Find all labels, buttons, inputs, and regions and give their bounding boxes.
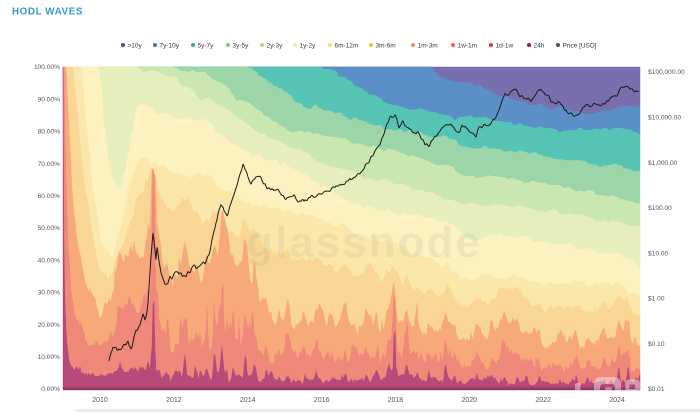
svg-text:90.00%: 90.00% — [38, 96, 61, 103]
svg-text:$1,000.00: $1,000.00 — [648, 160, 678, 167]
svg-text:30.00%: 30.00% — [38, 290, 61, 297]
svg-text:HODL WAVES: HODL WAVES — [12, 7, 83, 18]
svg-text:70.00%: 70.00% — [38, 161, 61, 168]
svg-text:2016: 2016 — [314, 397, 330, 404]
svg-text:100.00%: 100.00% — [34, 64, 60, 71]
svg-text:2022: 2022 — [535, 397, 551, 404]
svg-text:3m-6m: 3m-6m — [376, 42, 396, 49]
svg-text:1d-1w: 1d-1w — [496, 42, 514, 49]
svg-text:40.00%: 40.00% — [38, 257, 61, 264]
svg-text:60.00%: 60.00% — [38, 193, 61, 200]
svg-text:3y-5y: 3y-5y — [233, 42, 250, 49]
svg-text:$0.10: $0.10 — [648, 341, 665, 348]
svg-text:Price [USD]: Price [USD] — [563, 42, 597, 49]
svg-text:6m-12m: 6m-12m — [335, 42, 359, 49]
svg-text:1w-1m: 1w-1m — [458, 42, 478, 49]
svg-text:>10y: >10y — [128, 42, 143, 49]
svg-text:$10.00: $10.00 — [648, 250, 669, 257]
svg-text:2014: 2014 — [240, 397, 256, 404]
svg-text:2020: 2020 — [462, 397, 478, 404]
svg-text:1m-3m: 1m-3m — [418, 42, 438, 49]
svg-text:0.00%: 0.00% — [41, 386, 60, 393]
svg-text:1y-2y: 1y-2y — [300, 42, 317, 49]
svg-text:50.00%: 50.00% — [38, 225, 61, 232]
svg-text:24h: 24h — [534, 42, 545, 49]
svg-text:glassnode: glassnode — [246, 218, 482, 267]
svg-text:$0.01: $0.01 — [648, 386, 665, 393]
svg-text:$100,000.00: $100,000.00 — [648, 69, 685, 76]
svg-text:10.00%: 10.00% — [38, 354, 61, 361]
svg-text:$100.00: $100.00 — [648, 205, 672, 212]
svg-text:20.00%: 20.00% — [38, 322, 61, 329]
svg-text:2024: 2024 — [609, 397, 625, 404]
svg-text:$1.00: $1.00 — [648, 296, 665, 303]
svg-text:$10,000.00: $10,000.00 — [648, 115, 681, 122]
svg-text:80.00%: 80.00% — [38, 129, 61, 136]
svg-text:2018: 2018 — [388, 397, 404, 404]
svg-text:2y-3y: 2y-3y — [267, 42, 284, 49]
svg-text:2010: 2010 — [92, 397, 108, 404]
svg-text:7y-10y: 7y-10y — [160, 42, 180, 49]
svg-text:5y-7y: 5y-7y — [198, 42, 215, 49]
svg-text:2012: 2012 — [166, 397, 182, 404]
